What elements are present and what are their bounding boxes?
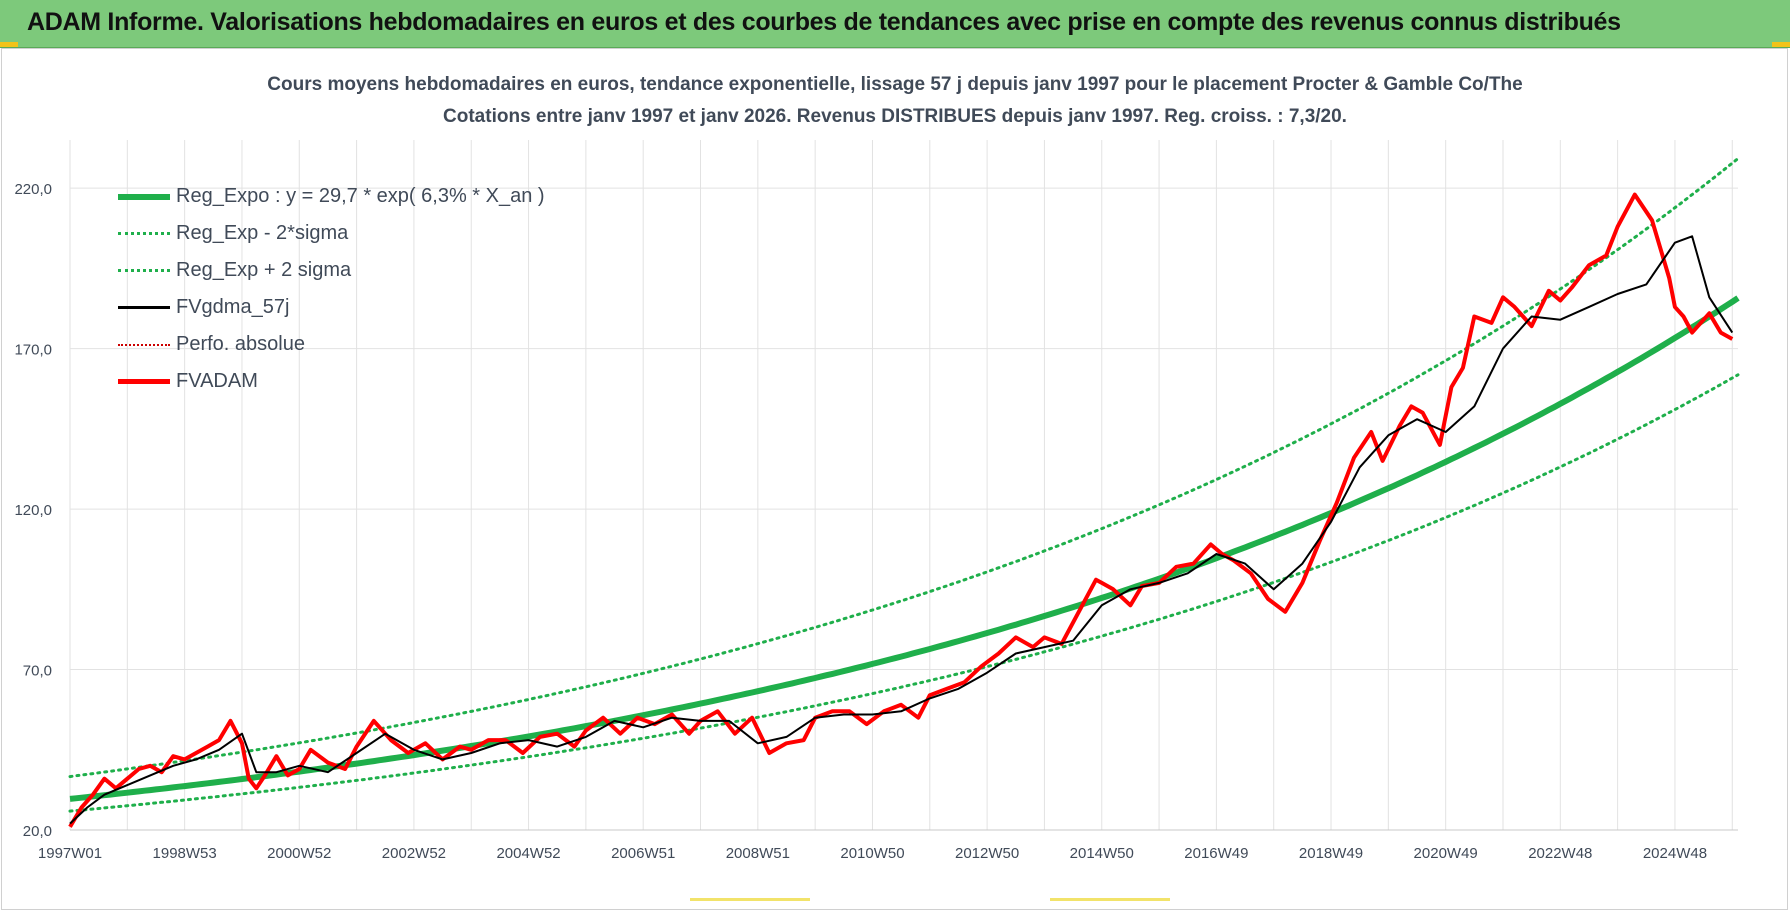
legend-label-perfo: Perfo. absolue (176, 333, 305, 355)
legend-swatch-fvadam (118, 379, 170, 384)
x-tick-label: 2004W52 (496, 845, 560, 862)
legend-label-reg-minus: Reg_Exp - 2*sigma (176, 222, 349, 244)
chart-title: Cours moyens hebdomadaires en euros, ten… (267, 74, 1523, 95)
footer-mark-1 (690, 898, 810, 901)
legend-swatch-perfo (118, 343, 170, 346)
x-tick-label: 2016W49 (1184, 845, 1248, 862)
legend-label-reg-expo: Reg_Expo : y = 29,7 * exp( 6,3% * X_an ) (176, 185, 545, 207)
x-tick-label: 2014W50 (1070, 845, 1134, 862)
reg-plus-2sigma-line (68, 157, 1740, 779)
legend-label-reg-plus: Reg_Exp + 2 sigma (176, 259, 352, 281)
corner-mark-right (1772, 42, 1790, 47)
x-tick-label: 2022W48 (1528, 845, 1592, 862)
legend-swatch-reg-plus (118, 269, 170, 272)
x-tick-label: 2000W52 (267, 845, 331, 862)
chart-legend: Reg_Expo : y = 29,7 * exp( 6,3% * X_an )… (118, 178, 545, 400)
legend-label-fvadam: FVADAM (176, 370, 258, 392)
y-tick-label: 70,0 (23, 663, 52, 680)
x-tick-label: 2006W51 (611, 845, 675, 862)
chart-frame (1, 48, 1788, 910)
legend-item-reg-minus: Reg_Exp - 2*sigma (118, 215, 545, 252)
legend-item-fvgdma: FVgdma_57j (118, 289, 545, 326)
x-tick-label: 2002W52 (382, 845, 446, 862)
reg-minus-2sigma-line (68, 373, 1740, 813)
fvadam-line (68, 192, 1734, 828)
x-tick-label: 1998W53 (153, 845, 217, 862)
y-tick-label: 220,0 (14, 181, 52, 198)
x-tick-label: 2010W50 (840, 845, 904, 862)
legend-label-fvgdma: FVgdma_57j (176, 296, 290, 318)
legend-swatch-fvgdma (118, 306, 170, 309)
legend-swatch-reg-minus (118, 232, 170, 235)
x-tick-label: 2024W48 (1643, 845, 1707, 862)
x-tick-label: 2018W49 (1299, 845, 1363, 862)
x-tick-label: 1997W01 (38, 845, 102, 862)
x-tick-label: 2008W51 (726, 845, 790, 862)
fvgdma-line (69, 235, 1734, 825)
legend-item-perfo: Perfo. absolue (118, 326, 545, 363)
legend-item-reg-plus: Reg_Exp + 2 sigma (118, 252, 545, 289)
corner-mark-left (0, 42, 18, 47)
x-tick-label: 2020W49 (1414, 845, 1478, 862)
legend-item-fvadam: FVADAM (118, 363, 545, 400)
y-tick-label: 170,0 (14, 342, 52, 359)
footer-mark-2 (1050, 898, 1170, 901)
header-banner: ADAM Informe. Valorisations hebdomadaire… (0, 0, 1790, 48)
report-title: ADAM Informe. Valorisations hebdomadaire… (27, 8, 1621, 36)
chart-subtitle: Cotations entre janv 1997 et janv 2026. … (443, 106, 1347, 127)
legend-item-reg-expo: Reg_Expo : y = 29,7 * exp( 6,3% * X_an ) (118, 178, 545, 215)
x-tick-label: 2012W50 (955, 845, 1019, 862)
legend-swatch-reg-expo (118, 193, 170, 200)
y-tick-label: 120,0 (14, 502, 52, 519)
y-tick-label: 20,0 (23, 823, 52, 840)
